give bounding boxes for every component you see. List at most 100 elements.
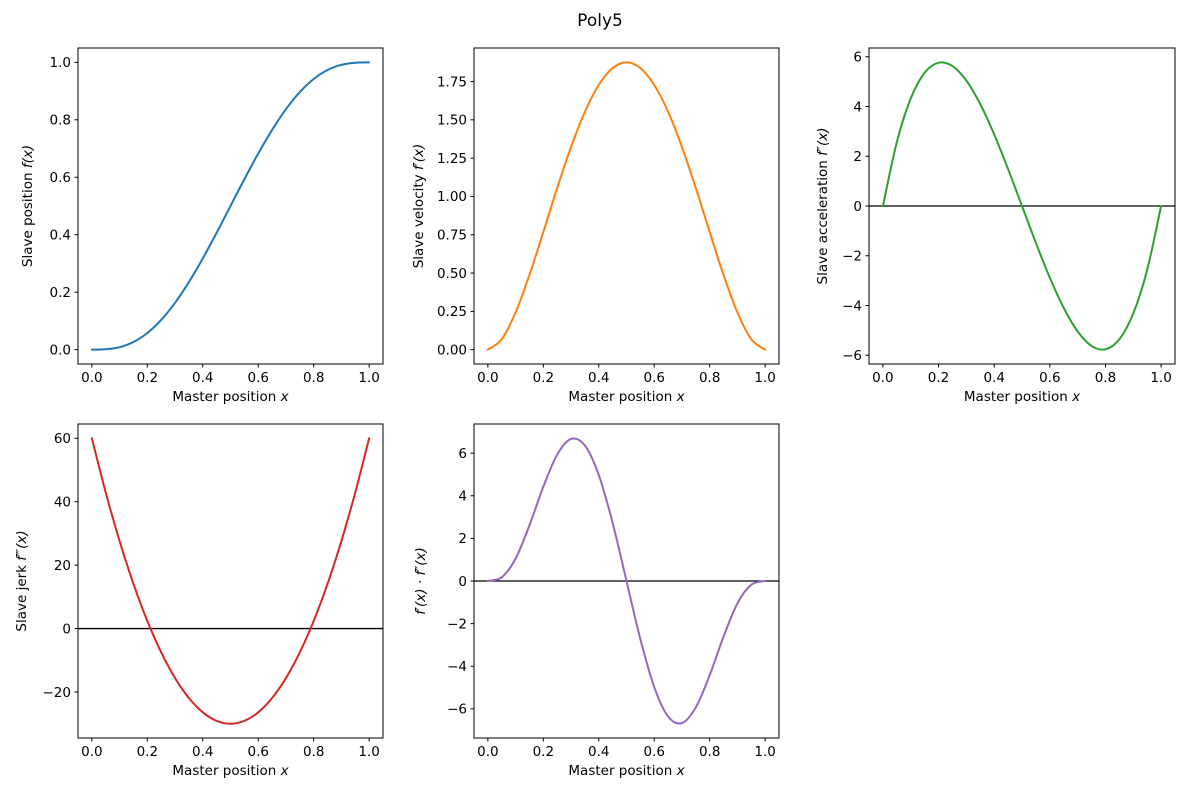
y-axis-label-slave-jerk: Slave jerk f‴(x) [14, 530, 30, 631]
y-tick-label: 1.0 [50, 55, 71, 71]
x-axis-label-text: Master position [568, 389, 677, 405]
y-axis-label-text: Slave position [20, 168, 36, 268]
x-tick-label: 0.2 [137, 370, 158, 386]
y-tick-label: 6 [853, 50, 862, 66]
y-tick-label: 2 [853, 149, 862, 165]
x-tick-label: 1.0 [754, 370, 775, 386]
x-axis-label-text: Master position [172, 763, 281, 779]
y-tick-label: 0 [458, 574, 467, 590]
x-axis-label-math: x [1072, 389, 1081, 405]
y-axis-label-math: f‴(x) [14, 530, 30, 561]
y-tick-label: 0.6 [50, 170, 71, 186]
y-tick-label: 0.8 [50, 113, 71, 129]
x-tick-label: 0.8 [699, 744, 720, 760]
curve-slave-acceleration [881, 61, 1163, 351]
axes-frame [77, 47, 384, 365]
x-tick-label: 0.2 [928, 370, 949, 386]
x-tick-label: 0.4 [192, 370, 213, 386]
subplot-slave-velocity: 0.0 0.2 0.4 0.6 0.8 1.0 0.00 0.25 0.50 0.75 1.00 1.… [437, 47, 780, 386]
x-tick-label: 0.0 [81, 370, 102, 386]
y-tick-label: −4 [842, 298, 862, 314]
x-axis-label-math: x [676, 389, 685, 405]
y-tick-label: 0.25 [437, 304, 467, 320]
y-tick-label: 2 [458, 531, 467, 547]
y-axis-label-math: f′(x) [411, 143, 427, 171]
x-tick-label: 0.6 [247, 370, 268, 386]
x-axis-label-math: x [280, 763, 289, 779]
y-tick-label: 0 [62, 621, 71, 637]
x-tick-label: 0.0 [872, 370, 893, 386]
x-tick-label: 0.4 [192, 744, 213, 760]
y-tick-label: 0.0 [50, 342, 71, 358]
axes-frame [77, 423, 384, 739]
x-tick-label: 0.2 [533, 744, 554, 760]
y-tick-label: −4 [447, 659, 467, 675]
y-tick-label: 0.75 [437, 228, 467, 244]
y-tick-label: 20 [54, 558, 71, 574]
x-tick-label: 0.6 [643, 744, 664, 760]
y-tick-label: −6 [842, 348, 862, 364]
y-tick-label: 4 [458, 489, 467, 505]
x-tick-label: 0.8 [699, 370, 720, 386]
subplot-velocity-times-acceleration: 0.0 0.2 0.4 0.6 0.8 1.0 −6 −4 −2 0 2 4 6 [447, 423, 780, 760]
y-tick-label: 1.25 [437, 151, 467, 167]
y-tick-label: 60 [54, 431, 71, 447]
x-tick-label: 0.6 [643, 370, 664, 386]
x-axis-label-math: x [280, 389, 289, 405]
y-tick-label: 1.50 [437, 113, 467, 129]
y-tick-label: 0 [853, 199, 862, 215]
y-tick-label: 6 [458, 446, 467, 462]
y-tick-label: −20 [43, 685, 72, 701]
x-tick-label: 0.2 [533, 370, 554, 386]
axes-frame [473, 47, 780, 365]
x-tick-label: 1.0 [1150, 370, 1171, 386]
y-tick-label: −2 [842, 249, 862, 265]
x-axis-label-slave-position: Master position x [172, 389, 288, 405]
x-tick-label: 0.0 [81, 744, 102, 760]
y-tick-label: 0.00 [437, 342, 467, 358]
curve-slave-position [90, 61, 371, 351]
x-tick-label: 1.0 [358, 744, 379, 760]
x-tick-label: 0.4 [588, 744, 609, 760]
x-axis-label-velocity-times-acceleration: Master position x [568, 763, 684, 779]
y-tick-label: 4 [853, 99, 862, 115]
x-axis-label-text: Master position [568, 763, 677, 779]
subplot-slave-acceleration: 0.0 0.2 0.4 0.6 0.8 1.0 −6 −4 −2 0 2 4 6 [842, 47, 1176, 386]
subplot-slave-position: 0.0 0.2 0.4 0.6 0.8 1.0 0.0 0.2 0.4 0.6 0.8 1.0 [50, 47, 384, 386]
x-tick-label: 0.2 [137, 744, 158, 760]
y-axis-label-slave-position: Slave position f(x) [20, 145, 36, 267]
y-axis-label-text: Slave jerk [14, 560, 30, 632]
x-tick-label: 0.8 [1095, 370, 1116, 386]
y-tick-label: −2 [447, 616, 467, 632]
y-tick-label: 0.50 [437, 266, 467, 282]
x-axis-label-text: Master position [963, 389, 1073, 405]
x-tick-label: 0.8 [303, 370, 324, 386]
x-axis-label-text: Master position [172, 389, 281, 405]
x-axis-label-math: x [676, 763, 685, 779]
y-tick-label: −6 [447, 702, 467, 718]
y-tick-label: 0.4 [50, 228, 71, 244]
y-axis-label-slave-acceleration: Slave acceleration f″(x) [815, 128, 831, 285]
x-axis-label-slave-jerk: Master position x [172, 763, 288, 779]
figure-title: Poly5 [577, 11, 623, 31]
y-tick-label: 1.00 [437, 189, 467, 205]
y-tick-label: 40 [54, 495, 71, 511]
x-tick-label: 0.6 [1039, 370, 1060, 386]
x-tick-label: 0.0 [477, 370, 498, 386]
x-tick-label: 1.0 [358, 370, 379, 386]
x-tick-label: 0.4 [588, 370, 609, 386]
y-axis-label-math: f″(x) [815, 127, 831, 156]
y-tick-label: 1.75 [437, 74, 467, 90]
curve-velocity-times-acceleration [486, 437, 767, 725]
y-axis-label-math: f(x) [20, 144, 36, 169]
x-axis-label-slave-velocity: Master position x [568, 389, 684, 405]
y-axis-label-text: Slave acceleration [815, 155, 831, 285]
x-tick-label: 0.6 [247, 744, 268, 760]
x-tick-label: 0.4 [983, 370, 1004, 386]
curve-slave-velocity [486, 61, 767, 351]
x-tick-label: 1.0 [754, 744, 775, 760]
x-axis-label-slave-acceleration: Master position x [964, 389, 1080, 405]
x-tick-label: 0.8 [303, 744, 324, 760]
